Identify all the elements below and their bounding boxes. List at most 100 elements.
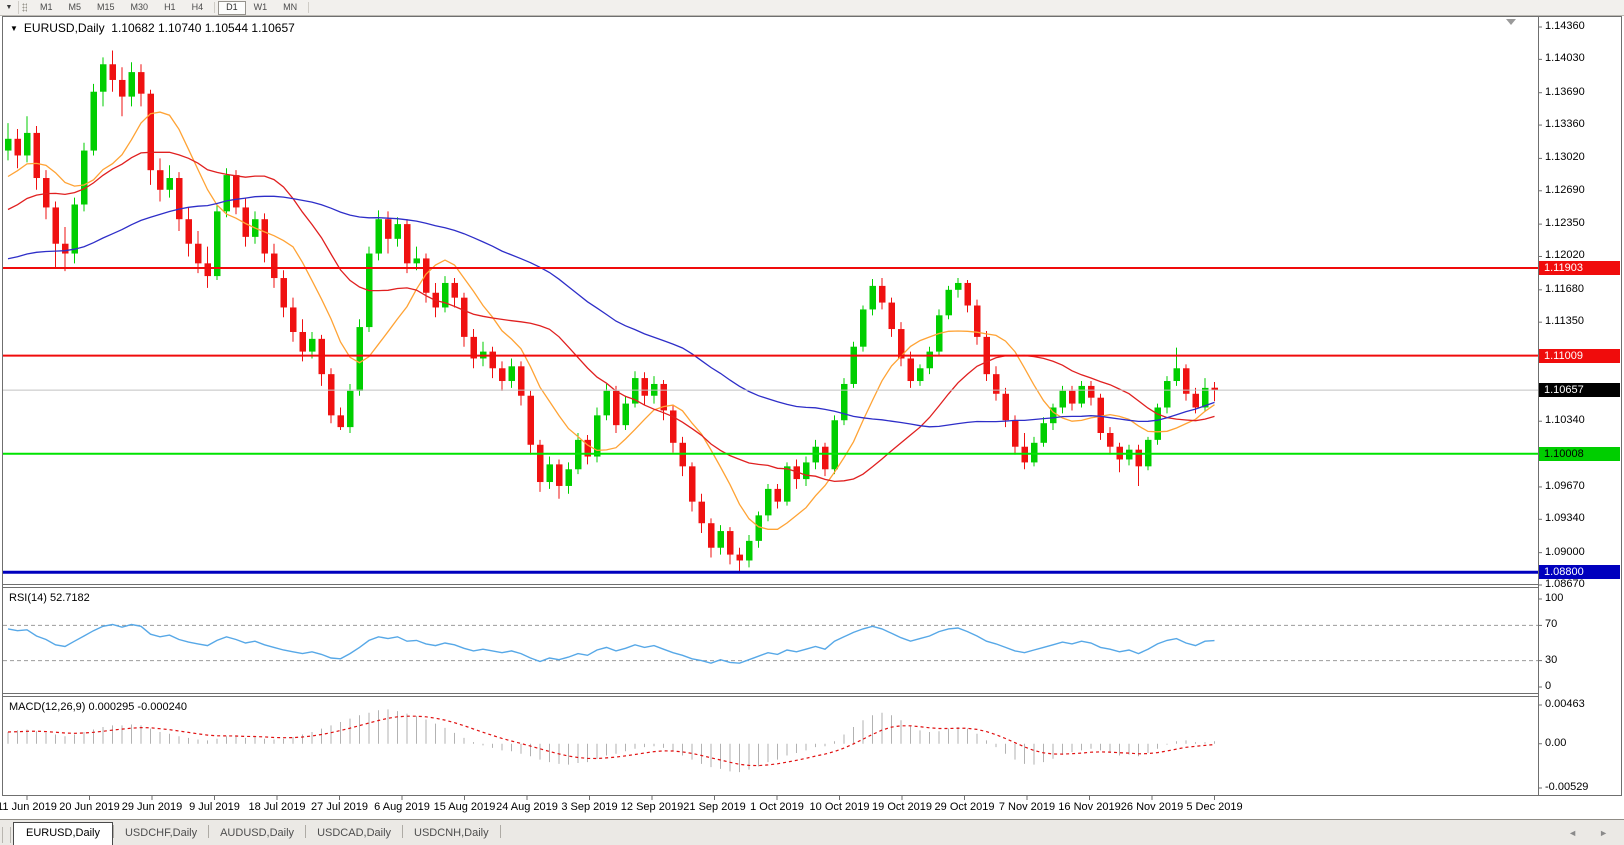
rsi-tick-label: 30	[1545, 653, 1558, 666]
chart-ohlc-values: 1.10682 1.10740 1.10544 1.10657	[111, 21, 295, 35]
bull-candle	[356, 327, 363, 391]
bear-candle	[888, 302, 895, 330]
bull-candle	[594, 415, 601, 457]
bull-candle	[1078, 385, 1085, 404]
bear-candle	[52, 207, 59, 244]
bull-candle	[90, 91, 97, 151]
bull-candle	[784, 466, 791, 502]
timeframe-toolbar: ▼ M1 M5 M15 M30 H1 H4 D1 W1 MN	[0, 0, 1624, 16]
bull-candle	[508, 366, 515, 382]
toolbar-grip-handle[interactable]	[22, 3, 27, 12]
macd-tick-label: 0.00463	[1545, 698, 1585, 710]
ma-medium-line[interactable]	[7, 151, 1215, 483]
bull-candle	[24, 132, 31, 156]
tabbar-grip	[2, 827, 11, 843]
timeframe-button-m1[interactable]: M1	[40, 1, 53, 12]
timeframe-button-h1[interactable]: H1	[164, 1, 176, 12]
bull-candle	[1059, 390, 1066, 408]
bear-candle	[584, 439, 591, 457]
bear-candle	[907, 358, 914, 382]
bear-candle	[451, 282, 458, 298]
bull-candle	[375, 219, 382, 254]
tab-scroll-left-icon[interactable]: ◄	[1568, 828, 1578, 838]
timeframe-button-d1[interactable]: D1	[218, 0, 246, 15]
bear-candle	[537, 444, 544, 483]
tab-separator	[112, 824, 114, 838]
ma-fast-line[interactable]	[7, 111, 1215, 530]
timeframe-button-w1[interactable]: W1	[253, 1, 268, 12]
bull-candle	[128, 72, 135, 97]
bull-candle	[765, 488, 772, 516]
bull-candle	[1154, 407, 1161, 440]
bear-candle	[280, 278, 287, 308]
date-tick-label: 10 Oct 2019	[809, 801, 870, 813]
timeframe-button-h4[interactable]: H4	[191, 1, 204, 12]
bear-candle	[698, 501, 705, 524]
bear-candle	[138, 72, 145, 94]
bear-candle	[261, 219, 268, 254]
price-tick-label: 1.13360	[1545, 118, 1585, 131]
date-tick-label: 26 Nov 2019	[1120, 801, 1184, 813]
tab-usdcad[interactable]: USDCAD,Daily	[317, 827, 392, 839]
price-tick-label: 1.11350	[1545, 315, 1584, 328]
price-badge-1.10657: 1.10657	[1539, 383, 1620, 398]
rsi-panel[interactable]	[3, 623, 1538, 664]
price-tick-label: 1.12020	[1545, 249, 1585, 262]
tab-usdcnh[interactable]: USDCNH,Daily	[414, 827, 489, 839]
bull-candle	[869, 285, 876, 310]
bear-candle	[176, 178, 183, 220]
date-tick-label: 29 Jun 2019	[121, 801, 183, 813]
bull-candle	[394, 224, 401, 239]
timeframe-button-m30[interactable]: M30	[130, 1, 149, 12]
bear-candle	[62, 243, 69, 254]
bull-candle	[955, 282, 962, 290]
date-tick-label: 11 Jun 2019	[0, 801, 57, 813]
price-tick-label: 1.09000	[1545, 545, 1585, 558]
tab-audusd[interactable]: AUDUSD,Daily	[220, 827, 295, 839]
bull-candle	[917, 368, 924, 382]
bear-candle	[271, 253, 278, 279]
bear-candle	[708, 523, 715, 548]
bear-candle	[33, 132, 40, 179]
date-tick-label: 24 Aug 2019	[496, 801, 558, 813]
bull-candle	[1031, 442, 1038, 463]
timeframe-button-m15[interactable]: M15	[97, 1, 115, 12]
date-tick-label: 19 Oct 2019	[872, 801, 932, 813]
bear-candle	[1088, 385, 1095, 398]
bear-candle	[527, 395, 534, 445]
panel-borders	[2, 16, 1622, 796]
date-tick-label: 18 Jul 2019	[248, 801, 306, 813]
bear-candle	[195, 243, 202, 264]
tab-eurusd[interactable]: EURUSD,Daily	[13, 822, 113, 845]
macd-tick-label: -0.00529	[1545, 781, 1589, 793]
bear-candle	[518, 366, 525, 396]
chart-collapse-icon[interactable]: ▼	[10, 24, 18, 33]
bear-candle	[727, 531, 734, 555]
tab-usdchf[interactable]: USDCHF,Daily	[124, 827, 198, 839]
tab-scroll-right-icon[interactable]: ►	[1599, 828, 1608, 838]
bear-candle	[964, 282, 971, 306]
chart-shift-marker-icon[interactable]	[1506, 19, 1516, 25]
price-badge-1.11009: 1.11009	[1539, 348, 1620, 363]
date-tick-label: 12 Sep 2019	[620, 801, 684, 813]
price-tick-label: 1.13690	[1545, 85, 1585, 98]
bear-candle	[974, 305, 981, 337]
bear-candle	[43, 178, 50, 208]
price-badge-1.08800: 1.08800	[1539, 565, 1620, 580]
bull-candle	[755, 515, 762, 541]
bull-candle	[632, 378, 639, 404]
ma-slow-line[interactable]	[7, 195, 1215, 428]
bull-candle	[81, 150, 88, 205]
timeframe-button-mn[interactable]: MN	[283, 1, 298, 12]
bull-candle	[746, 540, 753, 561]
macd-signal-line	[7, 715, 1215, 767]
bull-candle	[622, 403, 629, 426]
timeframe-button-m5[interactable]: M5	[68, 1, 82, 12]
toolbar-dropdown-icon[interactable]: ▼	[0, 1, 19, 14]
macd-panel[interactable]	[7, 709, 1215, 773]
candlestick-series[interactable]	[5, 50, 1218, 574]
bear-candle	[660, 383, 667, 411]
price-badge-1.11903: 1.11903	[1539, 260, 1620, 275]
